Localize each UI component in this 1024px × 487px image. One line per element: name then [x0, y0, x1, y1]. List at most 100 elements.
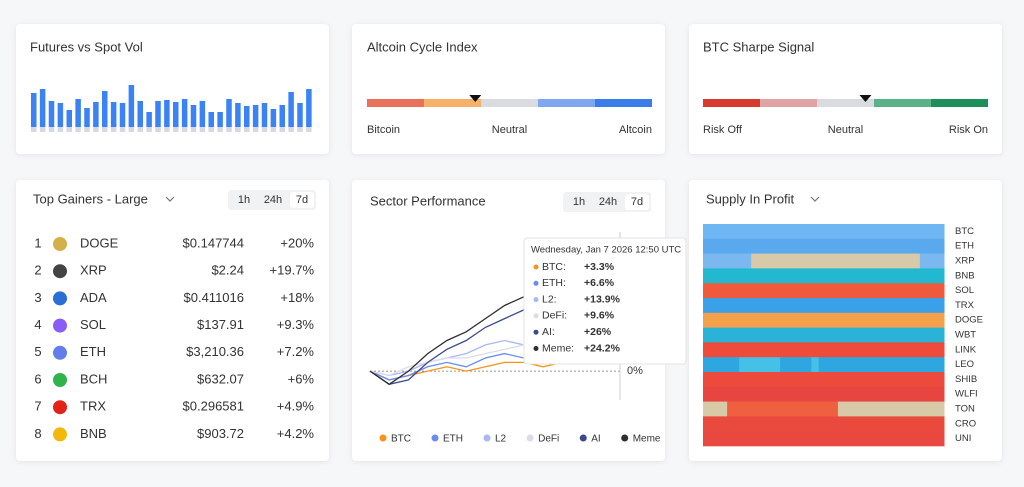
- rank: 1: [34, 235, 41, 250]
- tab[interactable]: 1h: [573, 196, 585, 208]
- bar: [146, 112, 152, 127]
- bar: [199, 101, 206, 127]
- gauge-label: Neutral: [492, 124, 527, 136]
- gauge-segment: [481, 99, 538, 107]
- change: +6%: [288, 371, 315, 386]
- bar: [39, 89, 46, 127]
- symbol: BCH: [80, 371, 107, 386]
- heatmap-cell: [703, 283, 945, 299]
- bar: [48, 101, 55, 127]
- tab[interactable]: 1h: [238, 194, 250, 206]
- bar: [306, 89, 312, 127]
- symbol: SOL: [80, 317, 106, 332]
- bar-base: [261, 127, 268, 132]
- price: $0.411016: [184, 290, 245, 305]
- asset-label: XRP: [955, 256, 975, 267]
- bar-base: [128, 127, 135, 132]
- asset-label: DOGE: [955, 315, 983, 326]
- card-title[interactable]: Top Gainers - Large: [33, 191, 148, 206]
- heatmap-cell: [703, 253, 752, 269]
- bar: [84, 108, 90, 127]
- heatmap-cell: [751, 253, 921, 269]
- bar: [217, 112, 223, 127]
- card-title[interactable]: Supply In Profit: [706, 191, 795, 206]
- bar-base: [84, 127, 90, 132]
- card: [16, 180, 329, 461]
- legend-label[interactable]: Meme: [633, 434, 661, 445]
- gauge-label: Neutral: [828, 124, 863, 136]
- bar: [102, 91, 108, 127]
- rank: 6: [34, 371, 41, 386]
- legend-label[interactable]: BTC: [391, 434, 411, 445]
- tab[interactable]: 24h: [264, 194, 282, 206]
- symbol: ETH: [80, 344, 106, 359]
- change: +4.9%: [277, 399, 315, 414]
- asset-label: BTC: [955, 226, 974, 237]
- tab[interactable]: 7d: [296, 194, 308, 206]
- bar: [190, 105, 197, 127]
- heatmap-cell: [818, 357, 945, 373]
- legend-dot: [621, 434, 629, 442]
- gauge-segment: [760, 99, 817, 107]
- dropdown-icon[interactable]: [165, 196, 175, 202]
- legend-label[interactable]: ETH: [443, 434, 463, 445]
- bar: [279, 105, 286, 127]
- price: $903.72: [197, 426, 244, 441]
- bar: [119, 103, 126, 127]
- asset-label: LEO: [955, 359, 974, 370]
- legend-dot: [379, 434, 387, 442]
- heatmap-cell: [703, 401, 728, 417]
- tab[interactable]: 24h: [599, 196, 617, 208]
- bar-base: [146, 127, 152, 132]
- bar: [288, 92, 294, 127]
- gauge-segment: [595, 99, 652, 107]
- bar-base: [75, 127, 81, 132]
- gauge-segment: [367, 99, 424, 107]
- heatmap-cell: [919, 253, 945, 269]
- legend-dot: [526, 434, 534, 442]
- bar-base: [190, 127, 197, 132]
- tooltip-name: BTC:: [542, 261, 566, 273]
- price: $0.147744: [183, 235, 244, 250]
- bar-base: [279, 127, 286, 132]
- heatmap-cell: [703, 386, 945, 402]
- gauge-marker: [469, 95, 482, 102]
- change: +4.2%: [277, 426, 315, 441]
- legend-label[interactable]: L2: [495, 434, 507, 445]
- coin-icon: [53, 427, 67, 442]
- dropdown-icon[interactable]: [810, 196, 820, 202]
- bar-base: [199, 127, 206, 132]
- bar: [66, 110, 73, 127]
- coin-icon: [53, 291, 67, 306]
- card-title: Altcoin Cycle Index: [367, 39, 478, 54]
- change: +20%: [280, 235, 314, 250]
- tooltip-value: +6.6%: [584, 277, 615, 289]
- bar: [208, 112, 215, 127]
- symbol: ADA: [80, 290, 107, 305]
- symbol: TRX: [80, 399, 106, 414]
- tooltip-dot: [533, 329, 539, 335]
- legend-dot: [483, 434, 491, 442]
- bar: [155, 101, 161, 127]
- legend-label[interactable]: AI: [591, 434, 600, 445]
- asset-label: ETH: [955, 241, 974, 252]
- tooltip-dot: [533, 297, 539, 303]
- gauge-label: Risk Off: [703, 124, 743, 136]
- price: $2.24: [211, 263, 244, 278]
- tab[interactable]: 7d: [631, 196, 643, 208]
- coin-icon: [53, 318, 67, 333]
- rank: 3: [34, 290, 41, 305]
- gauge-segment: [424, 99, 481, 107]
- tooltip: [523, 237, 687, 365]
- bar-base: [181, 127, 188, 132]
- bar-base: [173, 127, 179, 132]
- legend-dot: [579, 434, 587, 442]
- gauge-segment: [931, 99, 988, 107]
- bar: [75, 99, 81, 127]
- legend-label[interactable]: DeFi: [538, 434, 559, 445]
- tooltip-name: L2:: [542, 293, 557, 305]
- asset-label: BNB: [955, 270, 975, 281]
- bar: [31, 93, 37, 127]
- tooltip-value: +13.9%: [584, 293, 621, 305]
- tooltip-dot: [533, 280, 539, 286]
